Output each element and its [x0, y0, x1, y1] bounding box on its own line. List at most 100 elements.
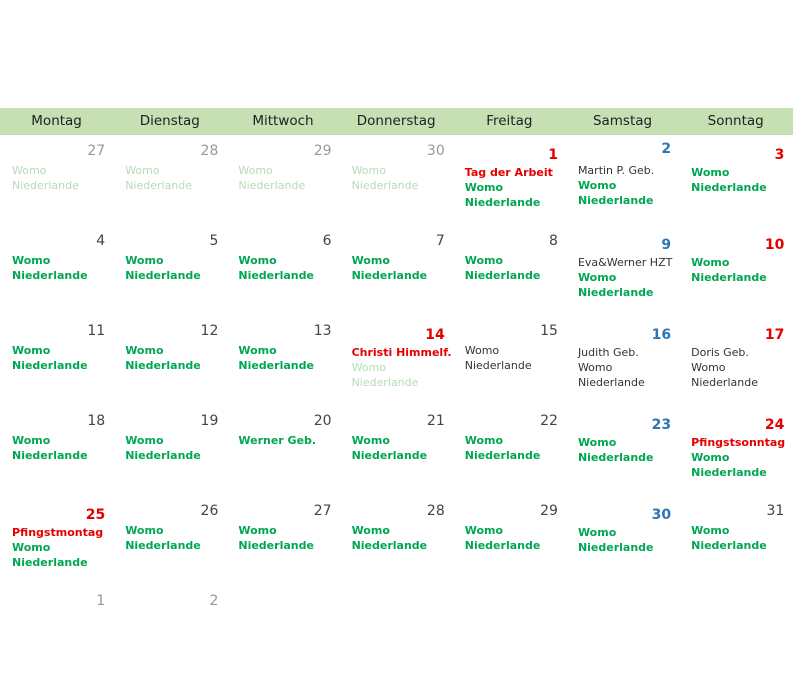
event-entry[interactable]: Judith Geb.	[577, 346, 639, 359]
event-entry[interactable]: Niederlande	[351, 449, 428, 462]
event-entry[interactable]: Niederlande	[12, 449, 88, 462]
event-entry[interactable]: Niederlande	[351, 269, 428, 282]
day-cell[interactable]: 30 Womo Niederlande	[340, 135, 453, 225]
day-cell[interactable]: 16 Judith Geb. Womo Niederlande	[566, 315, 679, 405]
day-cell[interactable]: 27 Womo Niederlande	[226, 495, 339, 585]
day-cell[interactable]: 5 Womo Niederlande	[113, 225, 226, 315]
event-entry[interactable]: Martin P. Geb.	[577, 164, 655, 177]
event-entry[interactable]: Niederlande	[125, 359, 201, 372]
event-entry[interactable]: Niederlande	[125, 179, 193, 192]
day-cell[interactable]: 1 Tag der Arbeit Womo Niederlande	[453, 135, 566, 225]
event-entry[interactable]: Niederlande	[464, 539, 541, 552]
day-cell[interactable]: 11 Womo Niederlande	[0, 315, 113, 405]
event-entry[interactable]: Niederlande	[12, 359, 88, 372]
event-entry[interactable]: Womo	[351, 164, 386, 177]
event-entry[interactable]: Womo	[351, 524, 390, 537]
day-cell[interactable]: 24 Pfingstsonntag Womo Niederlande	[679, 405, 792, 495]
event-entry[interactable]: Womo	[464, 254, 504, 267]
event-entry[interactable]: Womo	[125, 434, 164, 447]
event-entry[interactable]: Womo	[12, 344, 51, 357]
event-entry[interactable]: Niederlande	[464, 359, 532, 372]
event-entry[interactable]: Niederlande	[691, 181, 767, 194]
day-cell[interactable]: 26 Womo Niederlande	[113, 495, 226, 585]
event-entry[interactable]: Niederlande	[577, 286, 654, 299]
day-cell[interactable]: 28 Womo Niederlande	[340, 495, 453, 585]
event-entry[interactable]: Womo	[577, 436, 617, 449]
event-entry[interactable]: Niederlande	[351, 376, 419, 389]
event-entry[interactable]: Niederlande	[238, 179, 306, 192]
event-entry[interactable]: Womo	[12, 164, 47, 177]
day-cell[interactable]: 30 Womo Niederlande	[566, 495, 679, 585]
event-entry[interactable]: Niederlande	[577, 194, 654, 207]
event-entry[interactable]: Niederlande	[691, 466, 767, 479]
event-entry[interactable]: Womo	[12, 541, 51, 554]
day-cell[interactable]: 1	[0, 585, 113, 675]
event-entry[interactable]: Womo	[351, 361, 386, 374]
event-entry[interactable]: Niederlande	[464, 269, 541, 282]
day-cell[interactable]: 27 Womo Niederlande	[0, 135, 113, 225]
event-entry[interactable]: Womo	[464, 181, 504, 194]
day-cell[interactable]: 2 Martin P. Geb. Womo Niederlande	[566, 135, 679, 225]
event-entry[interactable]: Niederlande	[238, 539, 314, 552]
day-cell[interactable]: 25 Pfingstmontag Womo Niederlande	[0, 495, 113, 585]
day-cell[interactable]: 28 Womo Niederlande	[113, 135, 226, 225]
event-entry[interactable]: Womo	[125, 254, 164, 267]
event-entry[interactable]: Niederlande	[691, 376, 758, 389]
day-cell[interactable]: 3 Womo Niederlande	[679, 135, 792, 225]
event-entry[interactable]: Niederlande	[464, 196, 541, 209]
day-cell[interactable]: 4 Womo Niederlande	[0, 225, 113, 315]
event-entry[interactable]: Womo	[12, 434, 51, 447]
event-entry[interactable]: Niederlande	[12, 179, 79, 192]
event-entry[interactable]: Womo	[12, 254, 51, 267]
event-entry[interactable]: Niederlande	[125, 269, 201, 282]
day-cell[interactable]: 7 Womo Niederlande	[340, 225, 453, 315]
event-entry[interactable]: Pfingstmontag	[12, 526, 104, 539]
event-entry[interactable]: Niederlande	[577, 541, 654, 554]
event-entry[interactable]: Womo	[238, 344, 277, 357]
event-entry[interactable]: Womo	[691, 524, 730, 537]
day-cell[interactable]: 20 Werner Geb.	[226, 405, 339, 495]
day-cell[interactable]: 17 Doris Geb. Womo Niederlande	[679, 315, 792, 405]
day-cell[interactable]: 10 Womo Niederlande	[679, 225, 792, 315]
event-entry[interactable]: Womo	[238, 164, 273, 177]
day-cell[interactable]: 8 Womo Niederlande	[453, 225, 566, 315]
event-entry[interactable]: Eva&Werner HZT	[577, 256, 673, 269]
event-entry[interactable]: Niederlande	[351, 179, 419, 192]
day-cell[interactable]: 23 Womo Niederlande	[566, 405, 679, 495]
day-cell[interactable]: 29 Womo Niederlande	[453, 495, 566, 585]
event-entry[interactable]: Womo	[464, 344, 500, 357]
day-cell[interactable]: 29 Womo Niederlande	[226, 135, 339, 225]
event-entry[interactable]: Womo	[238, 254, 277, 267]
event-entry[interactable]: Niederlande	[577, 376, 645, 389]
event-entry[interactable]: Womo	[691, 256, 730, 269]
event-entry[interactable]: Tag der Arbeit	[464, 166, 553, 179]
event-entry[interactable]: Womo	[577, 526, 617, 539]
event-entry[interactable]: Womo	[577, 361, 613, 374]
event-entry[interactable]: Womo	[464, 434, 504, 447]
day-cell[interactable]: 15 Womo Niederlande	[453, 315, 566, 405]
day-cell[interactable]: 14 Christi Himmelf. Womo Niederlande	[340, 315, 453, 405]
event-entry[interactable]: Womo	[125, 164, 160, 177]
event-entry[interactable]: Pfingstsonntag	[691, 436, 786, 449]
day-cell[interactable]: 12 Womo Niederlande	[113, 315, 226, 405]
day-cell[interactable]: 13 Womo Niederlande	[226, 315, 339, 405]
event-entry[interactable]: Womo	[125, 524, 164, 537]
event-entry[interactable]: Womo	[691, 361, 726, 374]
event-entry[interactable]: Womo	[464, 524, 504, 537]
event-entry[interactable]: Womo	[577, 271, 617, 284]
event-entry[interactable]: Womo	[577, 179, 617, 192]
event-entry[interactable]: Womo	[691, 166, 730, 179]
event-entry[interactable]: Doris Geb.	[691, 346, 749, 359]
day-cell[interactable]: 31 Womo Niederlande	[679, 495, 792, 585]
event-entry[interactable]: Christi Himmelf.	[351, 346, 452, 359]
event-entry[interactable]: Womo	[238, 524, 277, 537]
event-entry[interactable]: Niederlande	[691, 271, 767, 284]
event-entry[interactable]: Womo	[351, 254, 390, 267]
event-entry[interactable]: Niederlande	[238, 269, 314, 282]
day-cell[interactable]: 6 Womo Niederlande	[226, 225, 339, 315]
event-entry[interactable]: Niederlande	[351, 539, 428, 552]
day-cell[interactable]: 2	[113, 585, 226, 675]
event-entry[interactable]: Niederlande	[238, 359, 314, 372]
event-entry[interactable]: Womo	[351, 434, 390, 447]
event-entry[interactable]: Womo	[125, 344, 164, 357]
